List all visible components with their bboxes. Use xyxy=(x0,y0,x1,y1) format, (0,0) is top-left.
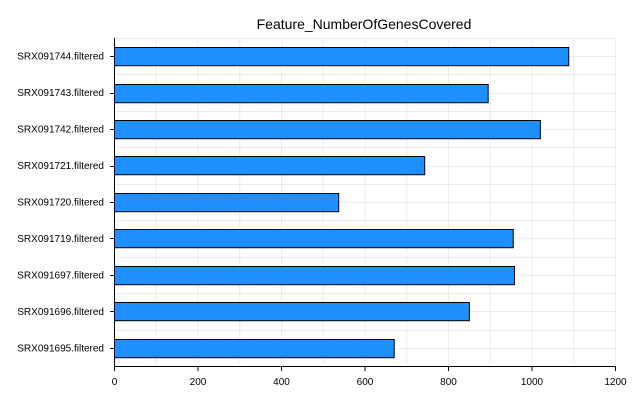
category-label: SRX091695.filtered xyxy=(17,343,104,354)
x-tick-label: 0 xyxy=(112,377,118,388)
category-label: SRX091719.filtered xyxy=(17,234,104,245)
category-label: SRX091743.filtered xyxy=(17,88,104,99)
x-tick-label: 200 xyxy=(190,377,207,388)
x-tick-label: 400 xyxy=(273,377,290,388)
category-label: SRX091721.filtered xyxy=(17,161,104,172)
bar-SRX091720.filtered xyxy=(114,193,340,213)
bar-SRX091743.filtered xyxy=(114,84,489,104)
bar-SRX091719.filtered xyxy=(114,229,514,249)
chart-title: Feature_NumberOfGenesCovered xyxy=(257,16,472,32)
bar-SRX091696.filtered xyxy=(114,302,470,322)
bar-SRX091744.filtered xyxy=(114,47,570,67)
bar-SRX091695.filtered xyxy=(114,339,395,359)
bars xyxy=(114,47,570,359)
category-label: SRX091697.filtered xyxy=(17,270,104,281)
x-tick-label: 600 xyxy=(357,377,374,388)
category-label: SRX091742.filtered xyxy=(17,125,104,136)
axes: SRX091744.filtered SRX091743.filtered SRX0… xyxy=(17,38,627,388)
bar-SRX091697.filtered xyxy=(114,266,515,286)
x-tick-label: 1200 xyxy=(604,377,627,388)
category-label: SRX091696.filtered xyxy=(17,307,104,318)
bar-SRX091721.filtered xyxy=(114,156,426,176)
x-tick-label: 1000 xyxy=(521,377,544,388)
bar-SRX091742.filtered xyxy=(114,120,541,140)
category-label: SRX091744.filtered xyxy=(17,52,104,63)
x-tick-label: 800 xyxy=(440,377,457,388)
category-label: SRX091720.filtered xyxy=(17,198,104,209)
